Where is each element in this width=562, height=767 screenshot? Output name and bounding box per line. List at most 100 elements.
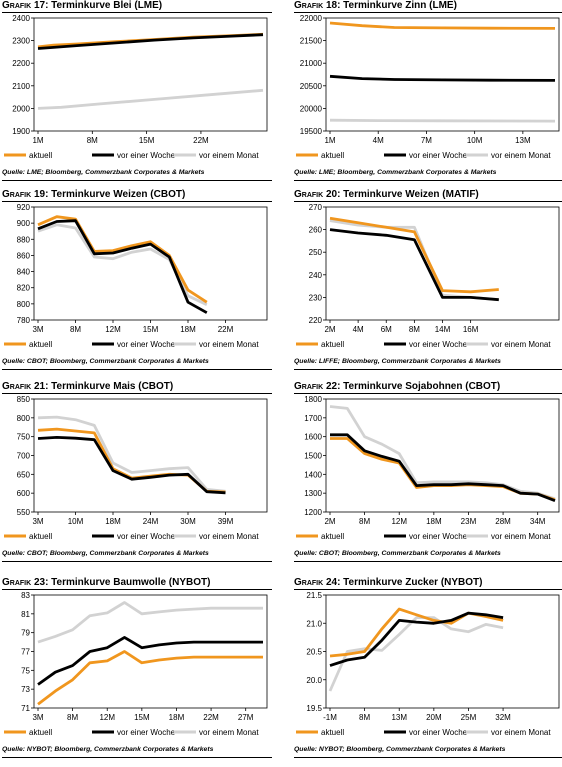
legend-label: aktuell (321, 151, 344, 160)
chart-svg: 19500 20000 20500 21000 21500 22000 1M 4M 7M 10M 1… (296, 14, 560, 160)
y-tick-label: 1500 (304, 452, 322, 461)
legend-label: vor einer Woche (117, 340, 176, 349)
x-tick-label: -1M (323, 713, 337, 722)
y-tick-label: 2300 (12, 37, 30, 46)
panel-divider (294, 561, 562, 562)
x-tick-label: 18M (426, 517, 442, 526)
legend-label: vor einer Woche (117, 532, 176, 541)
series-line-aktuell (329, 21, 556, 30)
panel-divider (294, 180, 562, 181)
chart-panel: Grafik 17: Terminkurve Blei (LME) 1900 200… (2, 0, 272, 190)
y-tick-label: 20.5 (306, 648, 322, 657)
title-rule (2, 393, 272, 394)
y-tick-label: 650 (17, 470, 31, 479)
series-line-monat (37, 601, 263, 644)
panel-divider (2, 180, 272, 181)
y-tick-label: 21000 (300, 59, 323, 68)
y-tick-label: 2400 (12, 14, 30, 23)
chart-title-label: Grafik 18: (294, 0, 341, 11)
x-tick-label: 24M (143, 517, 159, 526)
y-tick-label: 21.0 (306, 619, 322, 628)
chart-panel: Grafik 21: Terminkurve Mais (CBOT) 550 600… (2, 381, 272, 571)
y-tick-label: 81 (21, 610, 30, 619)
x-tick-label: 23M (461, 517, 477, 526)
x-tick-label: 14M (435, 325, 451, 334)
y-tick-label: 700 (17, 452, 31, 461)
x-tick-label: 1M (324, 136, 335, 145)
series-line-monat (328, 616, 504, 692)
y-tick-label: 1200 (304, 508, 322, 517)
series-line-monat (37, 88, 264, 110)
x-tick-label: 8M (67, 713, 78, 722)
series-line-woche (37, 33, 264, 50)
title-rule (2, 12, 272, 13)
chart-title-label: Grafik 21: (2, 381, 49, 392)
x-tick-label: 2M (324, 517, 335, 526)
y-tick-label: 860 (17, 251, 31, 260)
legend-label: aktuell (321, 728, 344, 737)
x-tick-label: 12M (391, 517, 407, 526)
chart-title-text: Terminkurve Zucker (NYBOT) (340, 577, 483, 588)
x-tick-label: 3M (32, 325, 43, 334)
x-tick-label: 10M (68, 517, 84, 526)
x-tick-label: 8M (87, 136, 98, 145)
series-line-woche (37, 636, 263, 686)
y-tick-label: 75 (21, 666, 30, 675)
x-tick-label: 13M (391, 713, 407, 722)
x-tick-label: 18M (105, 517, 121, 526)
panel-divider (294, 369, 562, 370)
x-tick-label: 16M (463, 325, 479, 334)
x-tick-label: 13M (515, 136, 531, 145)
chart-source: Quelle: CBOT; Bloomberg, Commerzbank Cor… (294, 550, 501, 557)
chart-title-text: Terminkurve Weizen (MATIF) (340, 189, 479, 200)
chart-panel: Grafik 22: Terminkurve Sojabohnen (CBOT)… (294, 381, 562, 571)
x-tick-label: 4M (373, 136, 384, 145)
plot-frame (33, 17, 268, 132)
chart-title: Grafik 17: Terminkurve Blei (LME) (2, 0, 162, 11)
y-tick-label: 2100 (12, 82, 30, 91)
chart-source: Quelle: LME; Bloomberg, Commerzbank Corp… (294, 169, 497, 176)
plot-frame (33, 206, 268, 321)
x-tick-label: 10M (467, 136, 483, 145)
title-rule (2, 201, 272, 202)
x-tick-label: 34M (530, 517, 546, 526)
y-tick-label: 20500 (300, 82, 323, 91)
x-tick-label: 39M (218, 517, 234, 526)
x-tick-label: 32M (495, 713, 511, 722)
legend-label: vor einer Woche (409, 532, 468, 541)
legend-label: aktuell (29, 728, 52, 737)
legend-label: vor einem Monat (199, 340, 259, 349)
series-line-monat (37, 415, 226, 493)
chart-title: Grafik 18: Terminkurve Zinn (LME) (294, 0, 457, 11)
y-tick-label: 1800 (304, 395, 322, 404)
y-tick-label: 20.0 (306, 676, 322, 685)
chart-source: Quelle: LIFFE; Bloomberg, Commerzbank Co… (294, 358, 501, 365)
legend-label: vor einem Monat (199, 151, 259, 160)
series-line-monat (37, 223, 208, 306)
legend-label: vor einem Monat (199, 532, 259, 541)
chart-title-label: Grafik 22: (294, 381, 341, 392)
chart-svg: 1900 2000 2100 2200 2300 2400 1M 8M 15M 22M aktuel… (4, 14, 268, 160)
y-tick-label: 1300 (304, 489, 322, 498)
chart-svg: 19.5 20.0 20.5 21.0 21.5 -1M 8M 13M 20M 25M 32M akt… (296, 591, 560, 737)
x-tick-label: 8M (409, 325, 420, 334)
y-tick-label: 780 (17, 316, 31, 325)
y-tick-label: 19500 (300, 127, 323, 136)
chart-title-text: Terminkurve Blei (LME) (48, 0, 163, 11)
y-tick-label: 19.5 (306, 704, 322, 713)
x-tick-label: 12M (105, 325, 121, 334)
legend-label: aktuell (29, 532, 52, 541)
legend-label: vor einer Woche (409, 340, 468, 349)
y-tick-label: 230 (309, 293, 323, 302)
legend-label: vor einer Woche (409, 151, 468, 160)
chart-title-text: Terminkurve Sojabohnen (CBOT) (340, 381, 501, 392)
legend-label: aktuell (321, 340, 344, 349)
x-tick-label: 18M (180, 325, 196, 334)
title-rule (294, 12, 562, 13)
chart-svg: 1200 1300 1400 1500 1600 1700 1800 2M 8M 12M 18M 23… (296, 395, 560, 541)
y-tick-label: 240 (309, 271, 323, 280)
legend-label: vor einem Monat (491, 340, 551, 349)
chart-panel: Grafik 23: Terminkurve Baumwolle (NYBOT)… (2, 577, 272, 767)
chart-svg: 550 600 650 700 750 800 850 3M 10M 18M 24M 30M 39M ak… (4, 395, 268, 541)
y-tick-label: 22000 (300, 14, 323, 23)
